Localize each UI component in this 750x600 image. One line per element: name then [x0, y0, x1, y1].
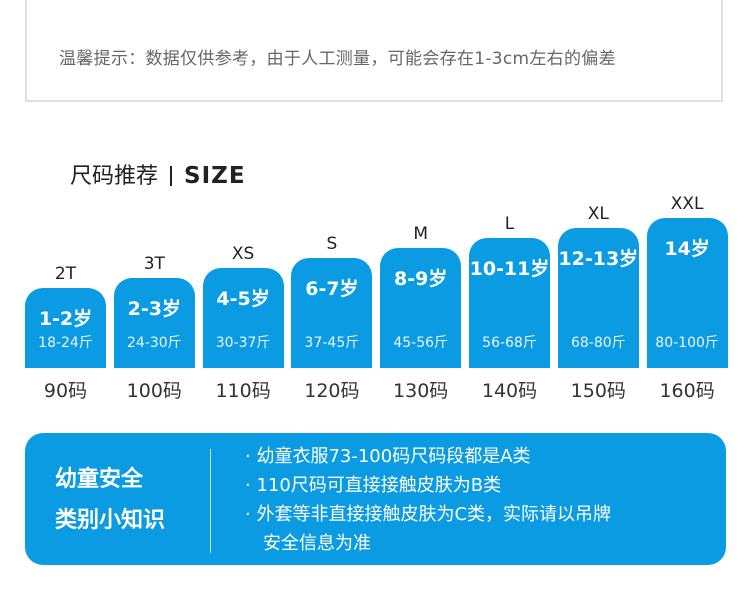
- panel-list: · 幼童衣服73-100码尺码段都是A类 · 110尺码可直接接触皮肤为B类 ·…: [245, 442, 611, 558]
- bar-weight-label: 80-100斤: [655, 335, 719, 351]
- bar-weight-label: 18-24斤: [38, 335, 93, 351]
- panel-list-item: · 幼童衣服73-100码尺码段都是A类: [245, 446, 531, 467]
- bar-age-label: 8-9岁: [394, 268, 448, 290]
- size-bar-m: 8-9岁 45-56斤: [380, 248, 462, 368]
- size-code-label: 140码: [481, 380, 538, 402]
- notice-box: 温馨提示：数据仅供参考，由于人工测量，可能会存在1-3cm左右的偏差: [25, 0, 723, 102]
- bar-weight-label: 45-56斤: [393, 335, 449, 351]
- size-label: 3T: [143, 254, 165, 274]
- bar-age-label: 1-2岁: [38, 308, 93, 330]
- size-code-label: 150码: [570, 380, 626, 402]
- heading-cn: 尺码推荐: [70, 164, 159, 189]
- size-bar-xxl: 14岁 80-100斤: [646, 218, 728, 368]
- bar-weight-label: 30-37斤: [215, 335, 271, 351]
- bar-weight-label: 68-80斤: [570, 335, 626, 351]
- size-code-label: 130码: [393, 380, 449, 402]
- bar-weight-label: 37-45斤: [304, 335, 360, 351]
- size-label: XS: [231, 244, 255, 264]
- size-label: XL: [587, 204, 609, 224]
- bar-age-label: 12-13岁: [558, 248, 639, 270]
- panel-title: 幼童安全 类别小知识: [55, 459, 165, 541]
- size-code-label: 110码: [215, 380, 271, 402]
- size-chart: 1-2岁 18-24斤 2T 90码 2-3岁 24-30斤 3T 100码 4-5岁 30-37…: [25, 194, 728, 402]
- panel-title-line: 幼童安全: [55, 467, 144, 492]
- panel-list-item: · 外套等非直接接触皮肤为C类，实际请以吊牌: [245, 504, 612, 525]
- size-label: XXL: [670, 194, 704, 214]
- size-bar-xl: 12-13岁 68-80斤: [557, 228, 639, 368]
- panel-list-item: · 110尺码可直接接触皮肤为B类: [245, 475, 502, 496]
- bar-age-label: 6-7岁: [305, 278, 359, 300]
- size-label: S: [326, 234, 338, 254]
- bar-age-label: 10-11岁: [469, 258, 550, 280]
- bar-weight-label: 56-68斤: [482, 335, 537, 351]
- size-bar-s: 6-7岁 37-45斤: [291, 258, 373, 368]
- panel-divider: [210, 449, 211, 553]
- size-bar-3t: 2-3岁 24-30斤: [113, 278, 195, 368]
- size-bar-2t: 1-2岁 18-24斤: [25, 288, 106, 368]
- size-bar-xs: 4-5岁 30-37斤: [202, 268, 284, 368]
- bar-age-label: 2-3岁: [127, 298, 181, 320]
- safety-info-panel: 幼童安全 类别小知识 · 幼童衣服73-100码尺码段都是A类 · 110尺码可…: [25, 433, 726, 565]
- size-code-label: 100码: [126, 380, 182, 402]
- panel-title-line: 类别小知识: [55, 508, 166, 533]
- heading-separator: [170, 166, 173, 186]
- notice-text: 温馨提示：数据仅供参考，由于人工测量，可能会存在1-3cm左右的偏差: [59, 49, 616, 69]
- size-code-label: 160码: [659, 380, 715, 402]
- section-heading: 尺码推荐 SIZE: [70, 158, 246, 190]
- size-bar-l: 10-11岁 56-68斤: [469, 238, 550, 368]
- bar-age-label: 4-5岁: [216, 288, 270, 310]
- heading-en: SIZE: [184, 163, 246, 189]
- bar-weight-label: 24-30斤: [126, 335, 182, 351]
- size-label: M: [413, 224, 429, 244]
- size-label: 2T: [54, 264, 77, 284]
- size-label: L: [504, 214, 515, 234]
- size-code-label: 90码: [43, 380, 88, 402]
- size-code-label: 120码: [304, 380, 360, 402]
- panel-list-item: 安全信息为准: [245, 533, 371, 554]
- bar-age-label: 14岁: [664, 238, 710, 260]
